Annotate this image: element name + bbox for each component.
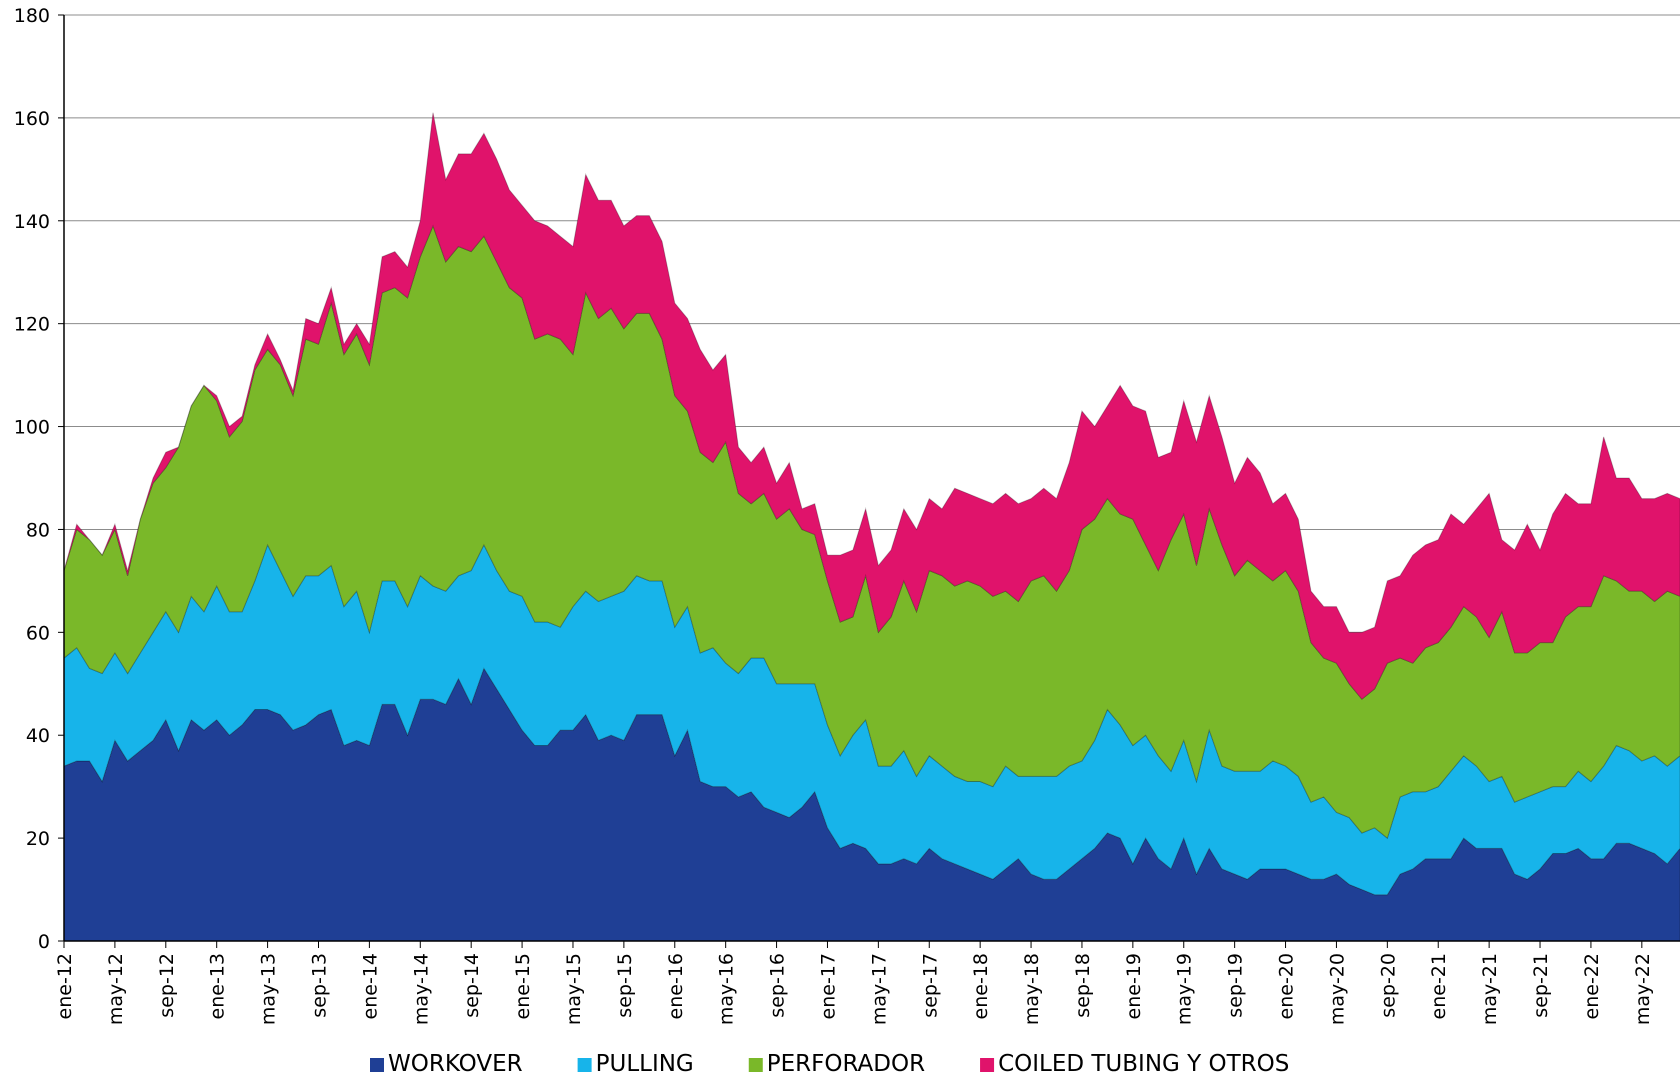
legend-label: WORKOVER <box>388 1051 523 1077</box>
x-tick-label: may-15 <box>563 953 585 1025</box>
y-tick-label: 60 <box>26 622 50 644</box>
x-tick-label: may-14 <box>410 953 432 1025</box>
x-tick-label: ene-22 <box>1581 953 1603 1019</box>
legend-label: COILED TUBING Y OTROS <box>998 1051 1289 1077</box>
x-tick-label: sep-12 <box>156 953 178 1018</box>
legend-swatch <box>370 1058 384 1072</box>
legend-label: PULLING <box>596 1051 694 1077</box>
x-tick-label: may-21 <box>1479 953 1501 1025</box>
x-tick-label: ene-21 <box>1428 953 1450 1019</box>
y-tick-label: 80 <box>26 519 50 541</box>
x-tick-label: ene-14 <box>359 953 381 1019</box>
y-tick-label: 20 <box>26 828 50 850</box>
y-tick-label: 40 <box>26 725 50 747</box>
y-tick-label: 120 <box>14 314 50 336</box>
x-tick-label: ene-16 <box>665 953 687 1019</box>
y-tick-label: 0 <box>38 931 50 953</box>
x-tick-label: sep-16 <box>767 953 789 1018</box>
x-tick-label: ene-17 <box>817 953 839 1019</box>
area <box>63 543 1680 896</box>
x-tick-label: may-13 <box>258 953 280 1025</box>
x-tick-label: ene-20 <box>1276 953 1298 1019</box>
y-tick-label: 180 <box>14 5 50 27</box>
legend: WORKOVER PULLING PERFORADOR COILED TUBING Y… <box>370 1051 1289 1077</box>
x-tick-label: may-22 <box>1632 953 1654 1025</box>
x-tick-label: sep-18 <box>1072 953 1094 1018</box>
x-tick-label: sep-21 <box>1530 953 1552 1018</box>
x-tick-label: sep-14 <box>461 953 483 1018</box>
y-tick-label: 140 <box>14 211 50 233</box>
x-tick-label: may-16 <box>716 953 738 1025</box>
x-tick-label: ene-12 <box>54 953 76 1019</box>
x-tick-label: sep-20 <box>1377 953 1399 1018</box>
x-tick-label: ene-19 <box>1123 953 1145 1019</box>
x-tick-label: ene-18 <box>970 953 992 1019</box>
y-tick-label: 100 <box>14 417 50 439</box>
x-tick-label: ene-15 <box>512 953 534 1019</box>
x-tick-label: sep-19 <box>1225 953 1247 1018</box>
x-tick-label: sep-17 <box>919 953 941 1018</box>
legend-swatch <box>980 1058 995 1072</box>
x-tick-label: sep-13 <box>308 953 330 1018</box>
x-tick-label: sep-15 <box>614 953 636 1018</box>
legend-label: PERFORADOR <box>767 1051 925 1077</box>
y-tick-label: 160 <box>14 108 50 130</box>
x-tick-label: may-19 <box>1174 953 1196 1025</box>
x-tick-label: may-20 <box>1326 953 1348 1025</box>
x-tick-label: may-17 <box>868 953 890 1025</box>
x-tick-label: may-18 <box>1021 953 1043 1025</box>
x-tick-label: ene-13 <box>207 953 229 1019</box>
legend-swatch <box>748 1058 763 1072</box>
x-tick-label: may-12 <box>105 953 127 1025</box>
area <box>63 112 1680 700</box>
legend-swatch <box>577 1058 592 1072</box>
